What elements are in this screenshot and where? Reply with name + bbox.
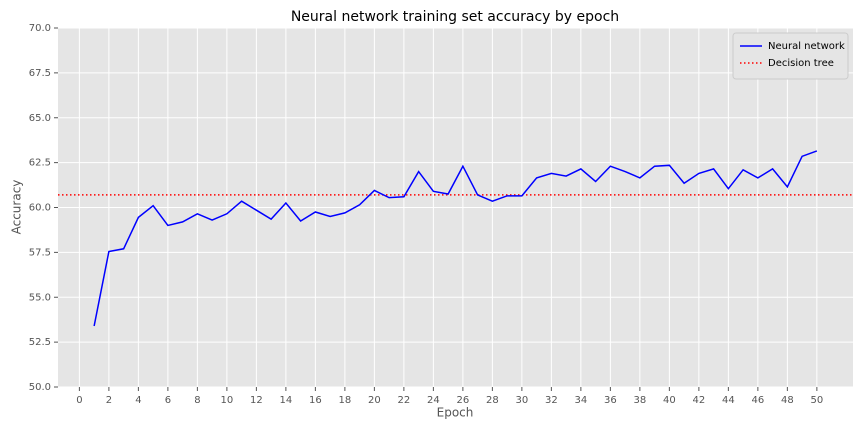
x-tick-label: 32 xyxy=(545,395,558,406)
x-tick-label: 30 xyxy=(516,395,529,406)
y-tick-label: 60.0 xyxy=(29,203,51,214)
x-tick-label: 44 xyxy=(722,395,735,406)
x-tick-label: 46 xyxy=(751,395,764,406)
legend-label: Neural network xyxy=(768,41,845,52)
y-tick-label: 62.5 xyxy=(29,158,51,169)
x-tick-label: 20 xyxy=(368,395,381,406)
y-tick-label: 52.5 xyxy=(29,337,51,348)
x-tick-label: 18 xyxy=(339,395,352,406)
x-tick-label: 50 xyxy=(810,395,823,406)
y-tick-label: 70.0 xyxy=(29,23,51,34)
x-tick-label: 0 xyxy=(76,395,82,406)
line-series xyxy=(93,150,818,327)
x-tick-label: 40 xyxy=(663,395,676,406)
chart-title: Neural network training set accuracy by … xyxy=(291,9,619,25)
x-tick-label: 4 xyxy=(135,395,141,406)
x-tick-label: 48 xyxy=(781,395,794,406)
legend-box xyxy=(732,32,849,80)
y-tick-label: 57.5 xyxy=(29,247,51,258)
y-tick-label: 50.0 xyxy=(29,382,51,393)
x-tick-label: 6 xyxy=(165,395,171,406)
x-axis-label: Epoch xyxy=(437,406,474,420)
x-tick-label: 16 xyxy=(309,395,322,406)
y-axis-label: Accuracy xyxy=(10,180,24,235)
x-tick-label: 12 xyxy=(250,395,263,406)
x-tick-label: 22 xyxy=(398,395,411,406)
x-tick-label: 26 xyxy=(457,395,470,406)
legend-label: Decision tree xyxy=(768,58,834,69)
x-tick-label: 14 xyxy=(280,395,293,406)
y-tick-label: 55.0 xyxy=(29,292,51,303)
x-tick-label: 34 xyxy=(575,395,588,406)
y-tick-label: 67.5 xyxy=(29,68,51,79)
x-tick-label: 42 xyxy=(693,395,706,406)
x-tick-label: 36 xyxy=(604,395,617,406)
x-tick-label: 24 xyxy=(427,395,440,406)
x-tick-label: 38 xyxy=(634,395,647,406)
x-tick-label: 2 xyxy=(106,395,112,406)
x-tick-label: 10 xyxy=(221,395,234,406)
x-tick-label: 28 xyxy=(486,395,499,406)
y-tick-label: 65.0 xyxy=(29,113,51,124)
x-tick-label: 8 xyxy=(194,395,200,406)
